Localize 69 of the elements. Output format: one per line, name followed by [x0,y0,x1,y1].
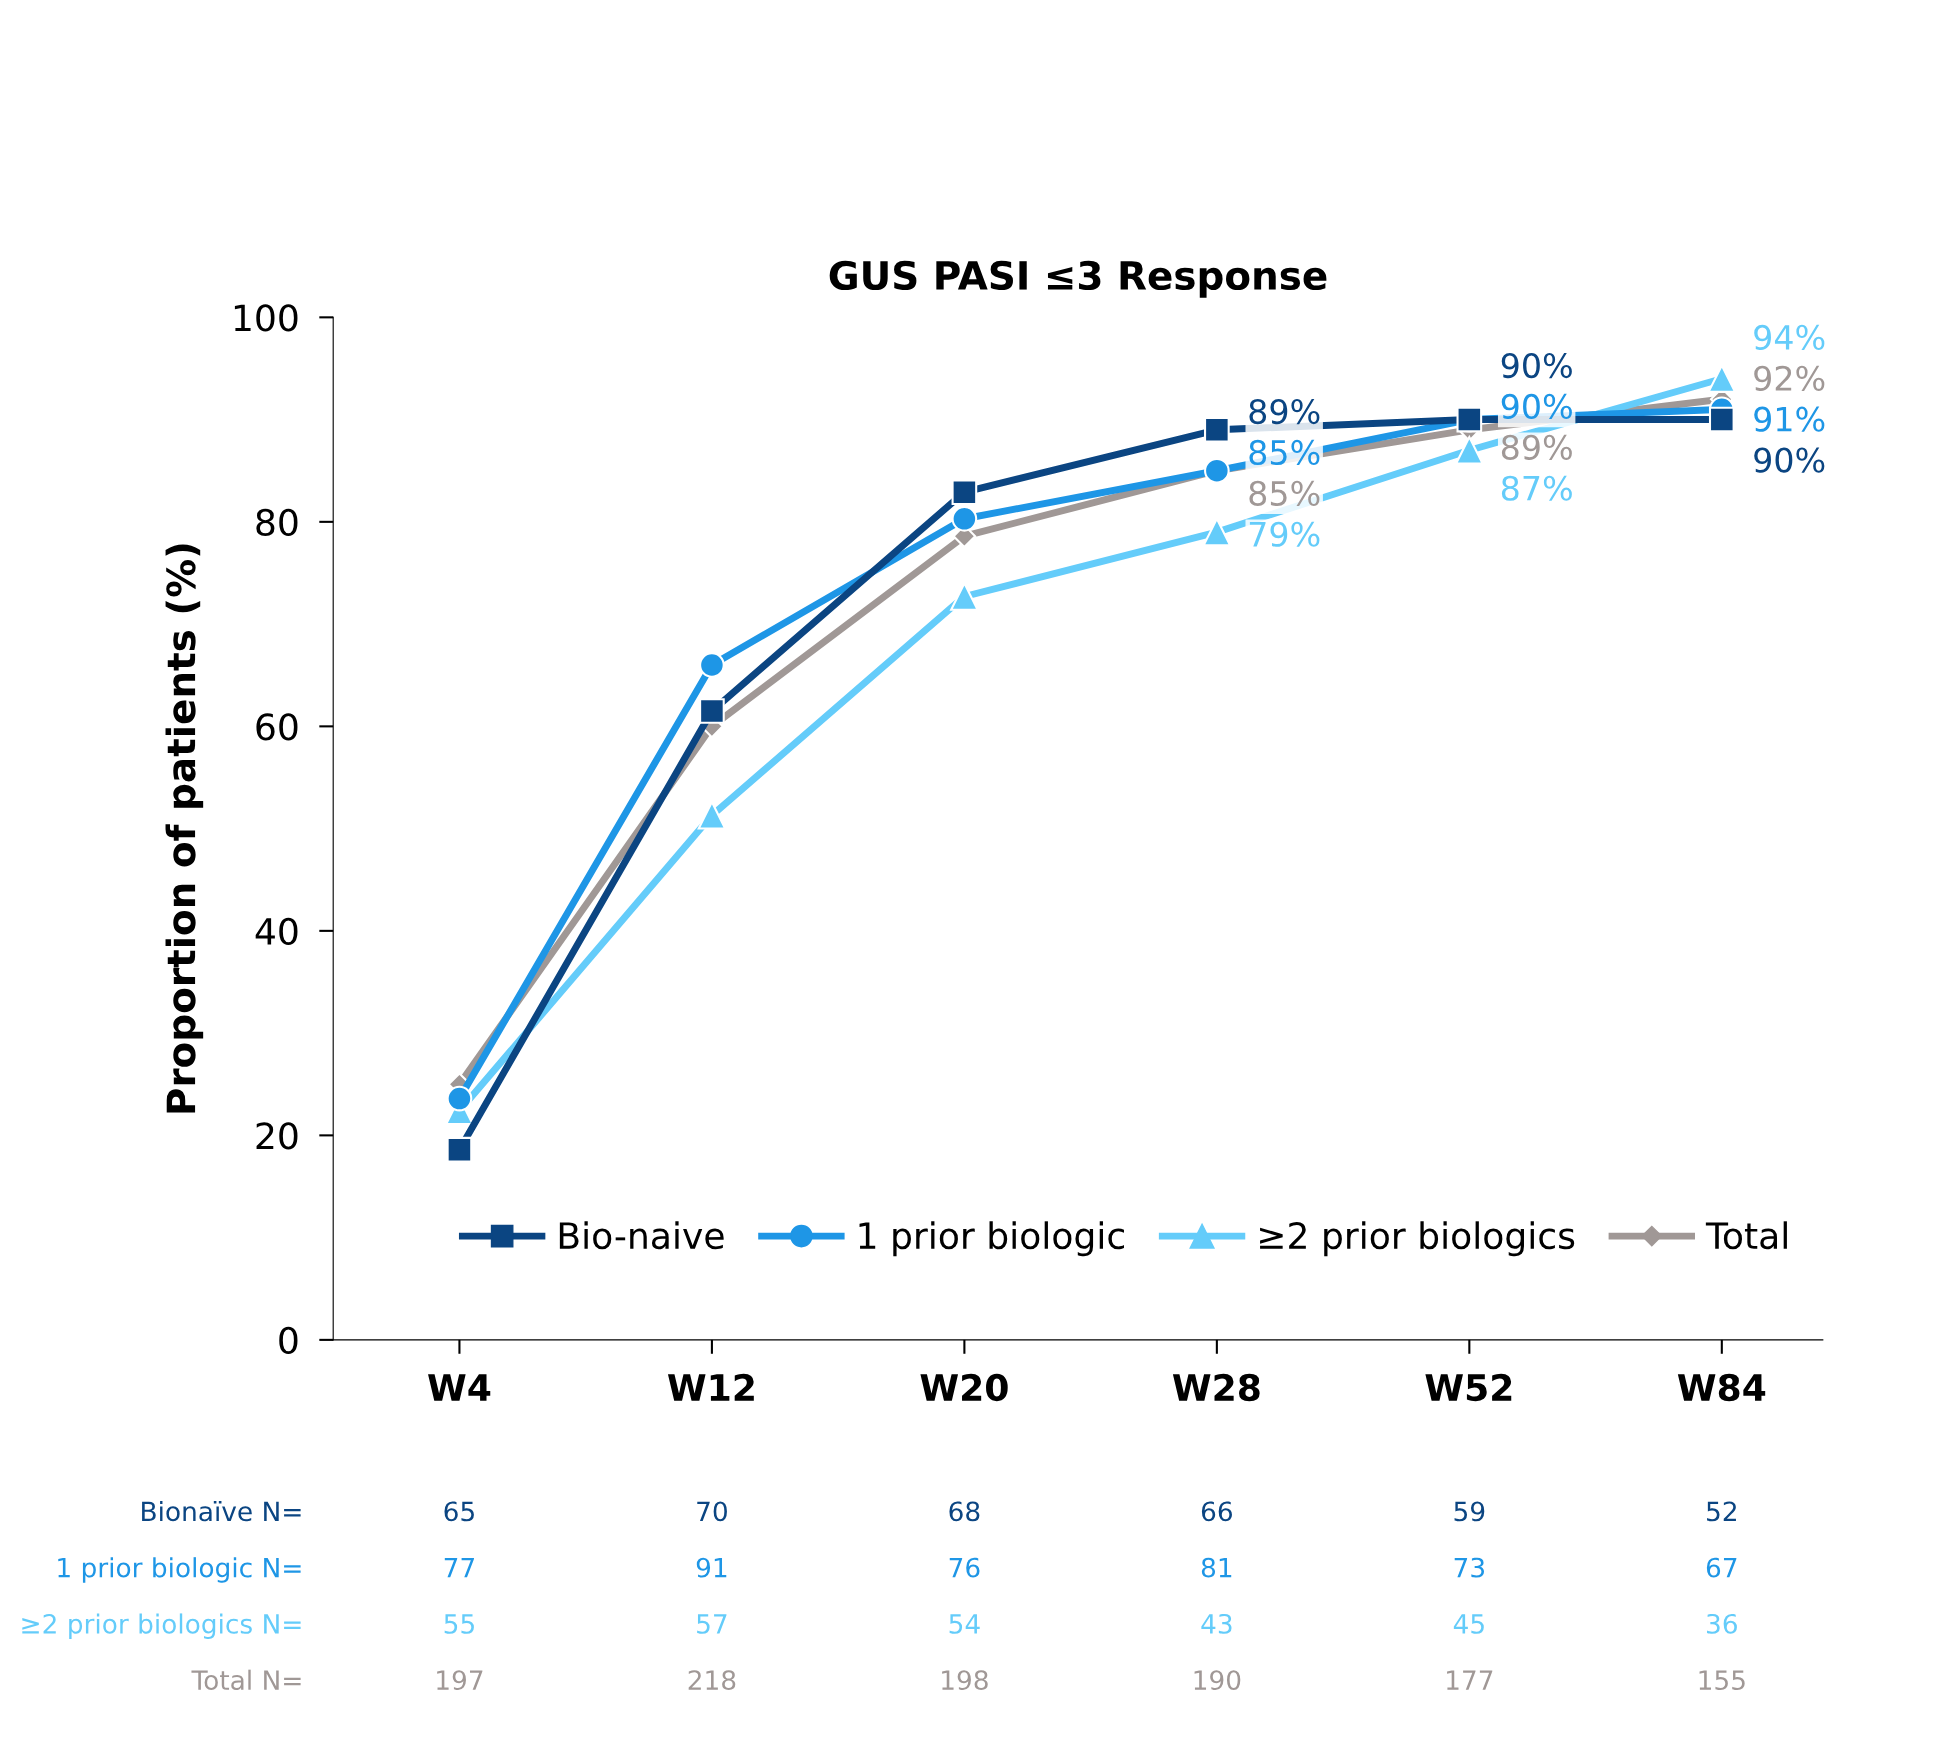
text: 68 [949,1501,980,1522]
text: 76 [949,1557,980,1578]
x-tick-label: W20 [920,1373,1008,1402]
text: 52 [1707,1501,1736,1522]
point [699,652,725,678]
y-tick-label: 80 [256,508,298,537]
y-tick-label: 20 [256,1122,298,1150]
data-label: 89% [1249,398,1320,425]
data-label: 90% [1754,447,1825,473]
y-tick-label: 100 [234,304,298,332]
text: Total N= [191,1669,301,1691]
y-tick-label: 60 [256,713,298,741]
point [699,698,725,724]
data-label: 92% [1754,365,1825,391]
legend-label: 1 prior biologic [859,1221,1124,1257]
legend-label: Bio-naive [559,1221,724,1250]
data-label: 85% [1249,480,1320,506]
text: 70 [697,1501,727,1522]
legend-label: ≥2 prior biologics [1260,1221,1575,1257]
text: 73 [1454,1557,1485,1578]
y-tick-label: 0 [279,1326,298,1355]
data-label: 91% [1754,406,1825,432]
x-tick-label: W4 [428,1374,491,1401]
text: 177 [1447,1670,1493,1690]
text: 66 [1201,1501,1232,1522]
text: 91 [696,1557,727,1578]
text: 67 [1706,1557,1737,1578]
data-label: 90% [1501,393,1572,420]
text: Bionaïve N= [142,1500,301,1522]
text: 59 [1454,1501,1485,1522]
text: 198 [942,1670,988,1691]
text: 197 [437,1670,483,1691]
x-tick-label: W28 [1172,1373,1260,1402]
text: 65 [444,1501,474,1522]
text: 55 [444,1614,474,1634]
text: 1 prior biologic N= [58,1557,301,1583]
point [1455,436,1484,465]
data-label: 85% [1249,439,1320,466]
data-label: 79% [1249,521,1320,547]
point [697,801,727,830]
point [950,582,979,611]
chart-title: GUS PASI ≤3 Response [829,260,1327,298]
point [951,479,978,506]
legend-label: Total [1705,1221,1787,1250]
data-label: 94% [1754,324,1825,351]
x-tick-label: W84 [1677,1373,1766,1402]
data-label: 89% [1501,434,1572,460]
text: 54 [949,1614,980,1634]
point [1204,416,1230,443]
text: ≥2 prior biologics N= [22,1613,301,1639]
data-label: 90% [1501,352,1572,379]
point [446,1085,473,1112]
text: 81 [1201,1557,1232,1578]
text: 43 [1201,1613,1232,1634]
text: 155 [1699,1670,1745,1691]
point [1708,406,1735,433]
x-tick-label: W12 [667,1373,754,1401]
x-tick-label: W52 [1425,1373,1512,1402]
y-tick-label: 40 [255,917,298,946]
text: 218 [688,1670,736,1691]
point [951,505,978,532]
text: 36 [1707,1613,1737,1634]
text: 57 [697,1614,727,1634]
point [446,1136,473,1163]
y-axis-title: Proportion of patients (%) [165,544,204,1113]
data-label: 87% [1501,475,1572,501]
text: 77 [444,1557,474,1578]
text: 190 [1194,1670,1241,1691]
text: 45 [1453,1614,1484,1634]
